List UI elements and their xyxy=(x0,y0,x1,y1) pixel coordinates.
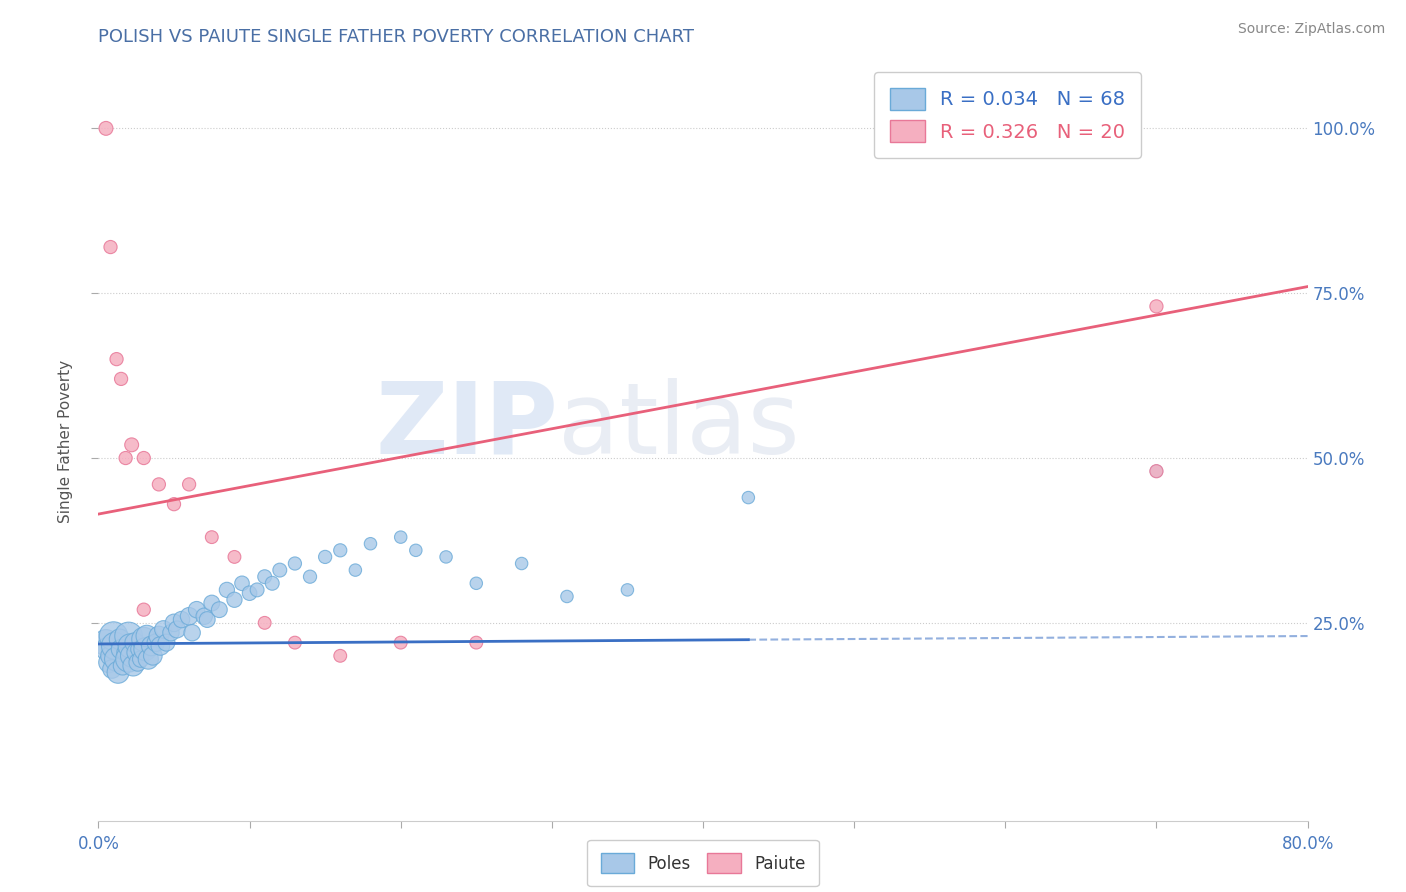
Point xyxy=(160,625,183,640)
Point xyxy=(179,609,201,624)
Point xyxy=(510,557,533,571)
Point xyxy=(105,652,128,666)
Point xyxy=(1144,299,1167,313)
Point xyxy=(329,648,352,663)
Point xyxy=(94,121,117,136)
Point xyxy=(269,563,291,577)
Point xyxy=(405,543,427,558)
Point xyxy=(253,615,276,630)
Point xyxy=(195,613,218,627)
Point xyxy=(132,632,155,647)
Point xyxy=(239,586,262,600)
Point xyxy=(132,450,155,465)
Point xyxy=(253,570,276,584)
Point xyxy=(179,477,201,491)
Point xyxy=(134,642,156,657)
Point xyxy=(299,570,322,584)
Point xyxy=(122,658,145,673)
Point xyxy=(148,477,170,491)
Point xyxy=(1144,464,1167,478)
Point xyxy=(155,635,177,649)
Point xyxy=(434,549,457,564)
Point xyxy=(105,352,128,367)
Point xyxy=(284,557,307,571)
Point xyxy=(128,642,150,657)
Point xyxy=(616,582,638,597)
Point xyxy=(555,590,578,604)
Point xyxy=(94,635,117,649)
Point xyxy=(163,615,186,630)
Point xyxy=(149,639,172,653)
Point xyxy=(215,582,238,597)
Point xyxy=(96,642,118,657)
Point xyxy=(262,576,284,591)
Point xyxy=(224,592,246,607)
Point xyxy=(314,549,336,564)
Point xyxy=(186,602,208,616)
Point xyxy=(201,530,224,544)
Legend: R = 0.034   N = 68, R = 0.326   N = 20: R = 0.034 N = 68, R = 0.326 N = 20 xyxy=(875,72,1140,158)
Point xyxy=(107,665,129,680)
Point xyxy=(100,240,122,254)
Point xyxy=(132,602,155,616)
Point xyxy=(148,629,170,643)
Point xyxy=(145,635,167,649)
Point xyxy=(224,549,246,564)
Point xyxy=(136,652,159,666)
Point xyxy=(110,372,132,386)
Point xyxy=(100,648,122,663)
Point xyxy=(389,635,412,649)
Point xyxy=(208,602,231,616)
Point xyxy=(104,639,127,653)
Point xyxy=(101,662,124,676)
Point xyxy=(231,576,253,591)
Legend: Poles, Paiute: Poles, Paiute xyxy=(588,840,818,886)
Point xyxy=(360,537,382,551)
Point xyxy=(166,623,188,637)
Point xyxy=(1144,464,1167,478)
Point xyxy=(465,576,488,591)
Point xyxy=(121,648,143,663)
Point xyxy=(737,491,759,505)
Point xyxy=(110,642,132,657)
Text: ZIP: ZIP xyxy=(375,378,558,475)
Point xyxy=(120,639,142,653)
Point xyxy=(108,632,131,647)
Point xyxy=(329,543,352,558)
Point xyxy=(465,635,488,649)
Point xyxy=(142,648,165,663)
Point xyxy=(284,635,307,649)
Point xyxy=(141,639,163,653)
Point xyxy=(114,450,136,465)
Y-axis label: Single Father Poverty: Single Father Poverty xyxy=(58,360,73,523)
Point xyxy=(152,623,174,637)
Text: atlas: atlas xyxy=(558,378,800,475)
Point xyxy=(118,629,141,643)
Point xyxy=(114,646,136,660)
Point xyxy=(103,629,125,643)
Point xyxy=(127,656,149,670)
Point xyxy=(124,635,146,649)
Point xyxy=(246,582,269,597)
Point xyxy=(118,652,141,666)
Point xyxy=(129,652,152,666)
Point xyxy=(121,438,143,452)
Point xyxy=(389,530,412,544)
Point xyxy=(344,563,367,577)
Point xyxy=(170,613,193,627)
Point xyxy=(193,609,215,624)
Point xyxy=(98,656,121,670)
Point xyxy=(201,596,224,610)
Point xyxy=(163,497,186,511)
Point xyxy=(111,658,134,673)
Point xyxy=(181,625,204,640)
Point xyxy=(135,629,157,643)
Text: Source: ZipAtlas.com: Source: ZipAtlas.com xyxy=(1237,22,1385,37)
Point xyxy=(125,646,148,660)
Text: POLISH VS PAIUTE SINGLE FATHER POVERTY CORRELATION CHART: POLISH VS PAIUTE SINGLE FATHER POVERTY C… xyxy=(98,28,695,45)
